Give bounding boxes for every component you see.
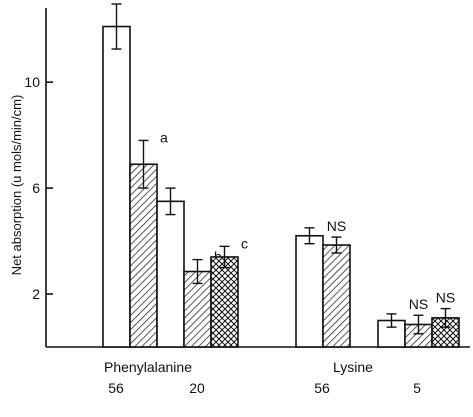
significance-label: a [160,129,168,145]
bar-open [295,234,324,348]
concentration-label: 5 [413,380,421,396]
bar-hatched [129,163,158,348]
significance-label: NS [436,290,455,306]
bar-open [377,319,406,348]
concentration-label: 20 [189,380,205,396]
bar-crosshatched [210,256,239,348]
significance-label: NS [327,218,346,234]
plot-area: 2610abcPhenylalanine5620NSNSNSLysine565 [24,3,470,396]
y-axis-label: Net absorption (u mols/min/cm) [9,95,24,276]
group-label: Lysine [333,359,373,375]
concentration-label: 56 [108,380,124,396]
concentration-label: 56 [314,380,330,396]
significance-label: c [241,235,248,251]
y-tick-label: 10 [24,74,40,90]
y-tick-label: 2 [32,286,40,302]
group-label: Phenylalanine [104,359,192,375]
bar-open [102,25,131,348]
bar-hatched [322,244,351,348]
bar-open [156,200,185,348]
significance-label: NS [409,296,428,312]
y-tick-label: 6 [32,180,40,196]
